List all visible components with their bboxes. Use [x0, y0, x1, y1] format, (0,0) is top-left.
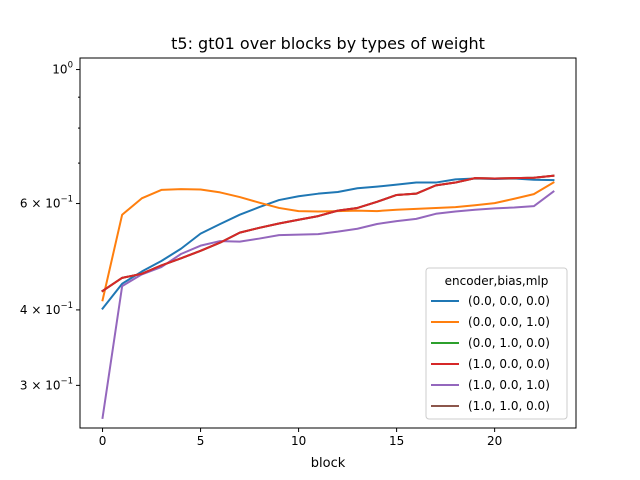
x-tick-label: 10 — [291, 434, 306, 448]
legend-entry: (0.0, 0.0, 0.0) — [468, 294, 550, 308]
series-line-1 — [101, 181, 555, 302]
legend-entry: (1.0, 0.0, 0.0) — [468, 357, 550, 371]
legend-entry: (1.0, 0.0, 1.0) — [468, 378, 550, 392]
y-tick-label: 3 × 10−1 — [20, 376, 73, 392]
legend-box — [425, 267, 568, 420]
x-tick-label: 5 — [197, 434, 205, 448]
x-axis-label: block — [311, 456, 346, 471]
legend-entry: (0.0, 0.0, 1.0) — [468, 315, 550, 329]
axes: 0 5 10 15 20 100 6 × 10−1 4 × 10−1 3 × 10−1 — [20, 57, 577, 448]
y-tick-label: 6 × 10−1 — [20, 195, 73, 211]
series-line-3 — [101, 174, 555, 293]
x-tick-label: 0 — [99, 434, 107, 448]
series-line-4 — [101, 190, 555, 420]
y-tick-label: 4 × 10−1 — [20, 301, 73, 317]
legend-entry: (0.0, 1.0, 0.0) — [468, 336, 550, 350]
chart-title: t5: gt01 over blocks by types of weight — [171, 34, 485, 53]
legend-title: encoder,bias,mlp — [445, 274, 549, 288]
legend: encoder,bias,mlp (0.0, 0.0, 0.0) (0.0, 0.0… — [425, 267, 568, 420]
series-lines — [101, 174, 555, 420]
y-tick-label: 100 — [52, 61, 73, 77]
plot-frame — [79, 57, 577, 429]
x-tick-label: 15 — [389, 434, 404, 448]
x-tick-label: 20 — [487, 434, 502, 448]
legend-entry: (1.0, 1.0, 0.0) — [468, 399, 550, 413]
